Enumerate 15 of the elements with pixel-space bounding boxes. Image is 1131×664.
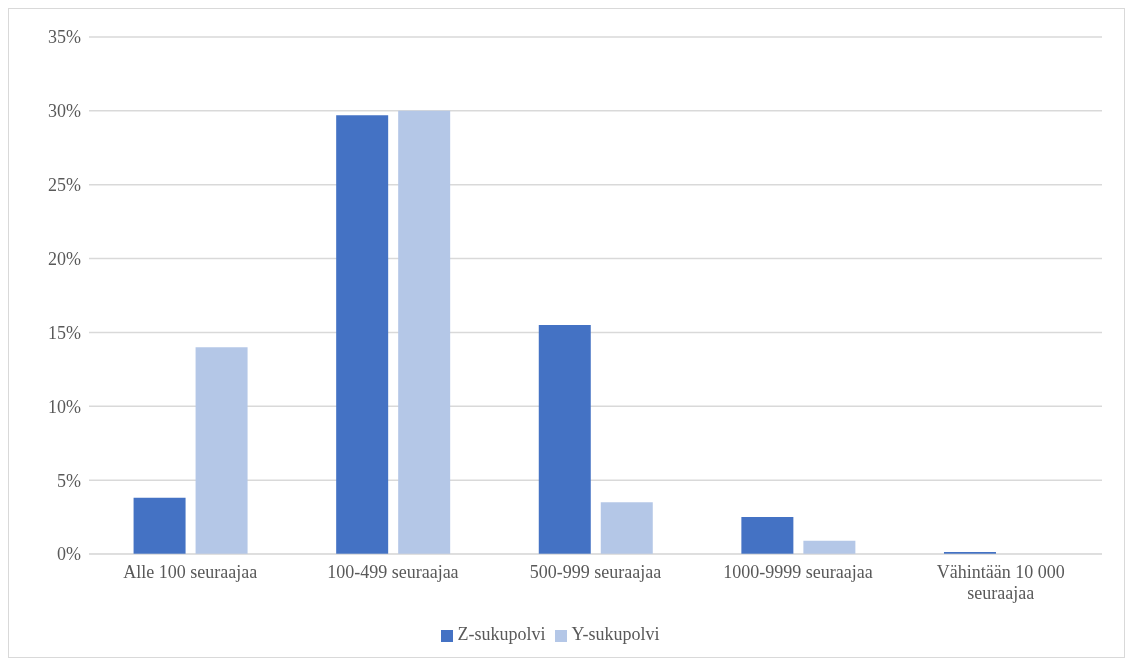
y-tick-label: 30% (48, 101, 81, 122)
y-tick-label: 25% (48, 175, 81, 196)
x-tick-label: Vähintään 10 000 seuraajaa (936, 562, 1065, 603)
y-tick-label: 5% (57, 470, 81, 491)
legend-label: Y-sukupolvi (571, 624, 660, 644)
y-tick-label: 20% (48, 248, 81, 269)
x-tick-label: 500-999 seuraajaa (529, 562, 662, 582)
y-tick-label: 0% (57, 544, 81, 565)
y-tick-label: 15% (48, 322, 81, 343)
x-tick-label: 100-499 seuraajaa (327, 562, 459, 582)
legend-label: Z-sukupolvi (457, 624, 546, 644)
y-tick-label: 35% (48, 27, 81, 48)
x-tick-label: 1000-9999 seuraajaa (723, 562, 873, 582)
y-tick-label: 10% (48, 396, 81, 417)
x-tick-label: Alle 100 seuraajaa (123, 562, 258, 582)
